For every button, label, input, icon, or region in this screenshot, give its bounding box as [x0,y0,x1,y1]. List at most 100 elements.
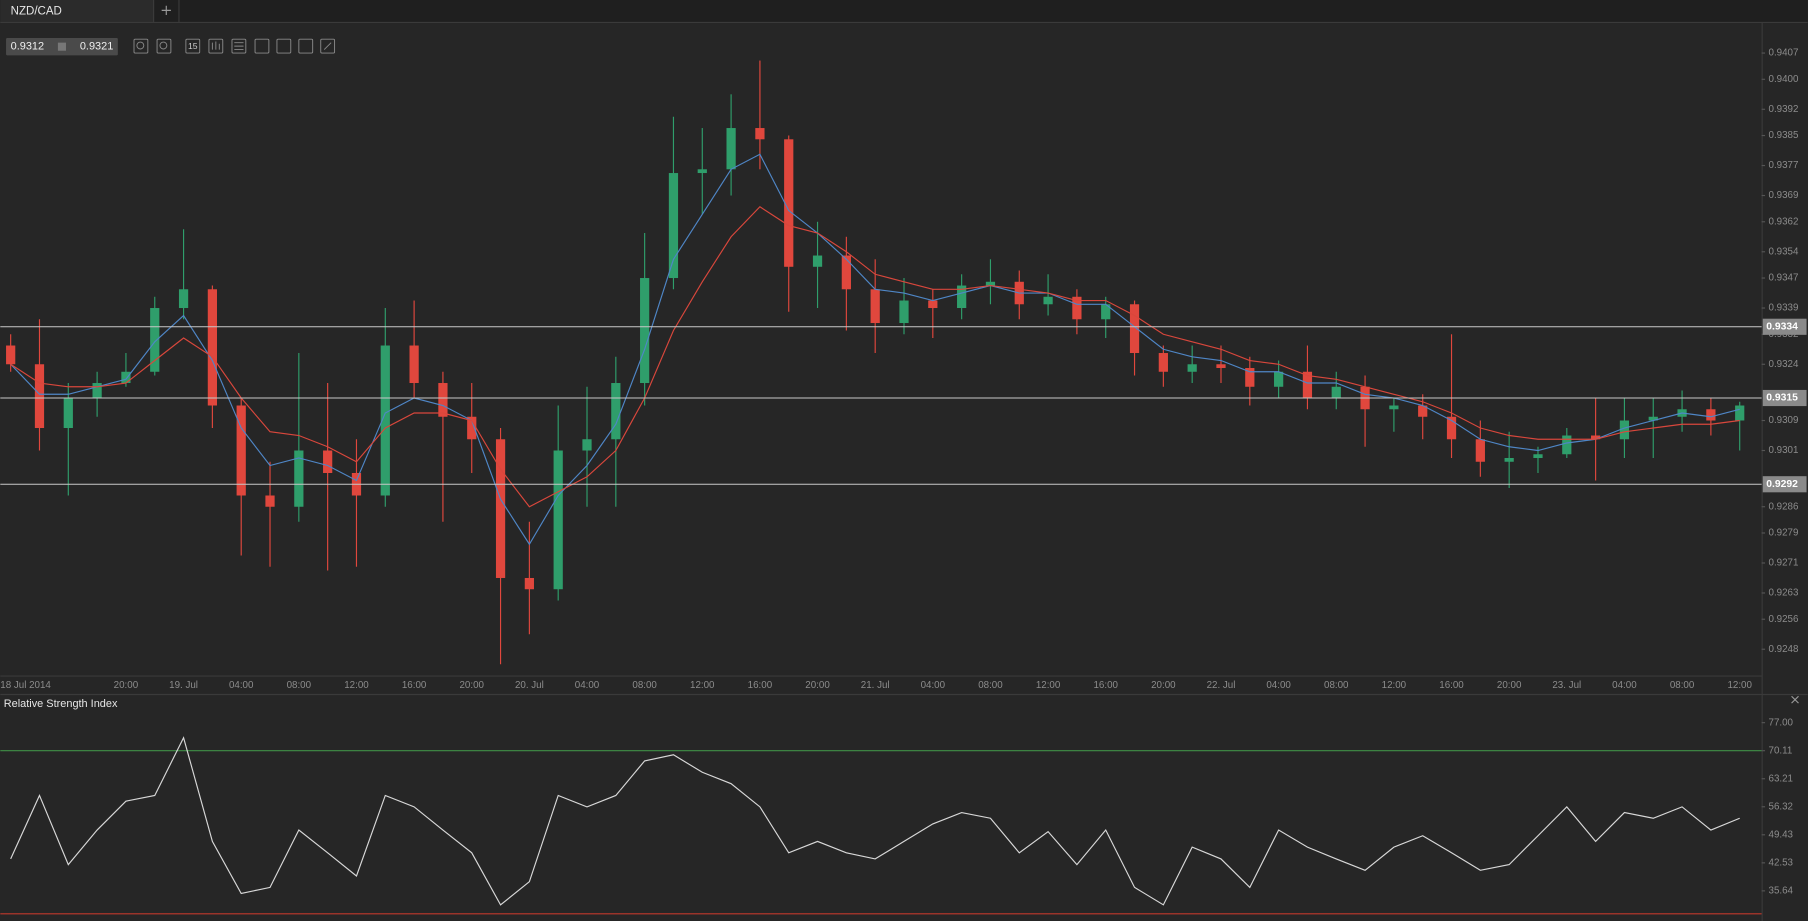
candle-body [1619,420,1630,440]
candle-body [380,345,390,496]
y-tick-label: 0.9400 [1769,74,1799,85]
candle-body [697,169,707,174]
x-tick-label: 12:00 [1727,680,1752,691]
candle-body [121,371,131,384]
candle-body [207,289,217,406]
rsi-line [10,736,1740,906]
candle-body [409,345,419,384]
candle-body [1389,405,1399,410]
y-tick-label: 0.9256 [1769,614,1799,625]
x-tick-label: 16:00 [1093,680,1118,691]
candle-body [495,439,506,578]
candle-body [1562,435,1572,455]
chart-type-icon [211,41,220,50]
candle-body [92,383,102,399]
y-tick-label: 0.9407 [1769,48,1799,59]
candle-body [1533,454,1543,459]
candle-body [985,281,996,286]
x-tick-label: 04:00 [229,680,254,691]
drawing-button[interactable] [298,38,314,54]
y-tick-label: 0.9377 [1769,160,1799,171]
x-tick-label: 12:00 [1382,680,1407,691]
candle-body [524,577,534,590]
y-tick-label: 0.9354 [1769,246,1799,257]
y-tick-label: 0.9309 [1769,415,1799,426]
add-tab-button[interactable] [161,5,171,15]
candle-body [1274,371,1284,387]
candle-body [1245,368,1255,387]
x-tick-label: 12:00 [344,680,369,691]
candle-body [1418,405,1428,417]
candle-body [668,173,679,279]
y-tick-label: 0.9347 [1769,273,1799,284]
timeframe-button[interactable] [185,38,201,54]
x-tick-label: 22. Jul [1207,680,1236,691]
zoom-out-button[interactable] [156,38,172,54]
candle-body [438,383,448,417]
tab-bar [0,0,1808,22]
zoom-in-button[interactable] [133,38,149,54]
x-tick-label: 20:00 [1151,680,1176,691]
candle-body [150,308,160,372]
pencil-button[interactable] [320,38,336,54]
screenshot-button[interactable] [254,38,270,54]
candle-body [6,345,16,365]
y-tick-label: 0.9362 [1769,216,1799,227]
x-tick-label: 08:00 [632,680,657,691]
x-tick-label: 20:00 [114,680,139,691]
x-tick-label: 20:00 [459,680,484,691]
indicators-button[interactable] [231,38,247,54]
candle-body [1302,371,1313,399]
candle-body [928,300,938,309]
indicator-title: Relative Strength Index [4,698,118,710]
tab[interactable] [0,0,154,24]
close-indicator-button[interactable] [1791,695,1799,704]
x-tick-label: 19. Jul [169,680,198,691]
y-tick-label: 0.9301 [1769,445,1799,456]
x-tick-label: 16:00 [1439,680,1464,691]
x-tick-label: 12:00 [690,680,715,691]
candle-body [1129,304,1140,354]
candle-body [582,439,592,451]
candle-body [294,450,304,507]
candle-body [323,450,333,474]
candle-body [957,285,967,309]
candle-body [784,139,794,267]
candle-body [1043,296,1053,305]
indicators-icon [234,42,244,51]
bid-price: 0.9312 [11,41,44,53]
x-tick-label: 08:00 [1670,680,1695,691]
y-tick-label: 56.32 [1769,801,1793,812]
y-tick-label: 0.9385 [1769,130,1799,141]
candle-body [899,300,909,324]
y-tick-label: 42.53 [1769,857,1794,868]
candle-body [1216,364,1226,369]
template-button[interactable] [276,38,292,54]
timeframe-label[interactable]: 15 [188,41,198,51]
x-tick-label: 04:00 [575,680,600,691]
x-tick-label: 16:00 [402,680,427,691]
zoom-out-icon [159,41,168,50]
candle-body [1735,405,1745,421]
price-level-box [1762,476,1807,493]
x-tick-label: 04:00 [1612,680,1637,691]
candle-body [812,255,823,267]
candle-body [63,398,73,429]
candle-body [1648,416,1658,421]
candle-body [1331,386,1341,399]
candle-body [1446,416,1457,440]
x-tick-label: 08:00 [1324,680,1349,691]
candle-body [236,405,246,496]
x-tick-label: 12:00 [1036,680,1061,691]
candle-body [1475,439,1485,462]
price-level-box [1762,318,1807,335]
tab-title[interactable]: NZD/CAD [11,6,62,18]
y-tick-label: 63.21 [1769,773,1793,784]
chart-type-button[interactable] [208,38,224,54]
x-tick-label: 20:00 [1497,680,1522,691]
y-tick-label: 0.9271 [1769,558,1799,569]
y-tick-label: 70.11 [1769,745,1793,756]
moving-average [10,206,1740,508]
